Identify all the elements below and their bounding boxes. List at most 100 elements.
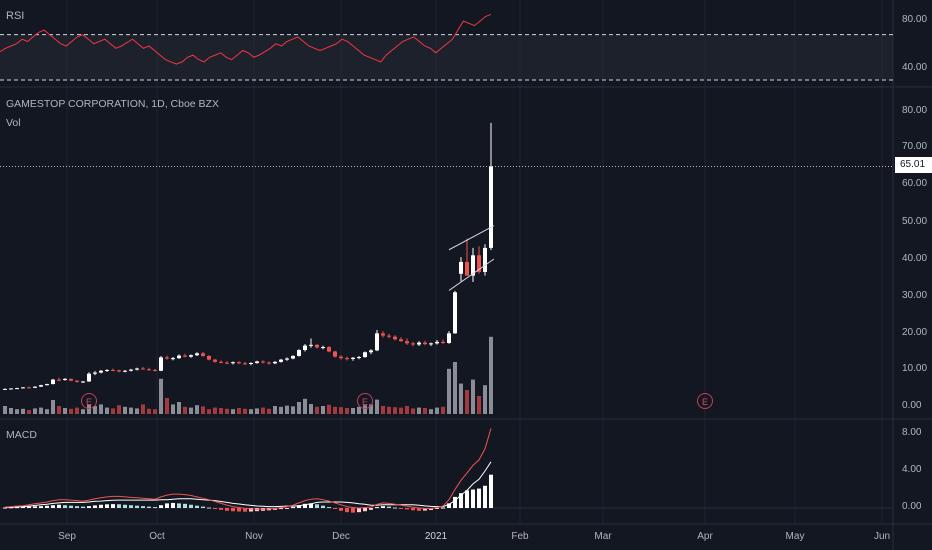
- candle-body: [63, 378, 67, 380]
- candle-body: [105, 370, 109, 371]
- volume-bar: [75, 407, 79, 414]
- volume-bar: [357, 406, 361, 414]
- volume-bar: [201, 406, 205, 414]
- volume-bar: [291, 406, 295, 414]
- volume-bar: [117, 405, 121, 414]
- macd-histogram-bar: [165, 503, 169, 508]
- candle-body: [375, 333, 379, 351]
- volume-bar: [159, 378, 163, 414]
- rsi-line: [0, 13, 492, 65]
- earnings-badge[interactable]: E: [81, 393, 97, 409]
- candle-body: [441, 341, 445, 343]
- candle-body: [87, 373, 91, 382]
- volume-bar: [393, 407, 397, 414]
- volume-bar: [21, 408, 25, 414]
- rsi-pane-label: RSI: [6, 10, 25, 22]
- candle-body: [243, 363, 247, 365]
- volume-bar: [129, 407, 133, 414]
- volume-bar: [489, 336, 493, 414]
- earnings-badge[interactable]: E: [697, 393, 713, 409]
- volume-bar: [369, 404, 373, 414]
- volume-bar: [345, 408, 349, 414]
- macd-histogram-bar: [291, 507, 295, 509]
- macd-histogram-bar: [243, 508, 247, 512]
- volume-label: Vol: [6, 117, 21, 129]
- macd-histogram-bar: [21, 506, 25, 508]
- macd-histogram-bar: [459, 493, 463, 508]
- volume-bar: [249, 409, 253, 414]
- candle-body: [267, 362, 271, 364]
- symbol-title: GAMESTOP CORPORATION, 1D, Cboe BZX: [6, 98, 219, 110]
- macd-histogram-bar: [183, 503, 187, 508]
- candle-body: [303, 345, 307, 351]
- macd-histogram-bar: [447, 503, 451, 508]
- time-axis-tick: Apr: [697, 531, 713, 542]
- macd-pane-label: MACD: [6, 429, 37, 441]
- volume-bar: [183, 406, 187, 414]
- volume-bar: [351, 408, 355, 414]
- macd-histogram-bar: [63, 505, 67, 508]
- macd-histogram-bar: [69, 505, 73, 508]
- price-axis-tick: 80.00: [902, 105, 928, 116]
- volume-bar: [99, 404, 103, 414]
- volume-bar: [429, 409, 433, 414]
- volume-bar: [273, 406, 277, 414]
- volume-bar: [309, 404, 313, 414]
- macd-histogram-bar: [159, 505, 163, 508]
- trendline-lower: [448, 258, 495, 291]
- price-axis-tick: 0.00: [902, 400, 922, 411]
- candle-body: [465, 261, 469, 276]
- candle-body: [291, 355, 295, 359]
- macd-histogram-bar: [351, 508, 355, 513]
- volume-bar: [321, 406, 325, 414]
- volume-bar: [453, 362, 457, 414]
- macd-histogram-bar: [303, 503, 307, 508]
- macd-histogram-bar: [477, 488, 481, 508]
- volume-bar: [465, 390, 469, 414]
- macd-histogram-bar: [465, 490, 469, 508]
- candle-body: [225, 362, 229, 364]
- macd-histogram-bar: [51, 505, 55, 508]
- macd-histogram-bar: [195, 505, 199, 508]
- volume-bar: [459, 383, 463, 414]
- time-axis-tick: Mar: [594, 531, 612, 542]
- macd-histogram-bar: [369, 508, 373, 510]
- candle-body: [15, 388, 19, 390]
- candle-body: [423, 342, 427, 345]
- volume-bar: [63, 408, 67, 414]
- macd-histogram-bar: [189, 504, 193, 508]
- price-axis-tick: 50.00: [902, 216, 928, 227]
- candle-body: [351, 357, 355, 359]
- candle-body: [345, 358, 349, 360]
- candle-body: [339, 356, 343, 359]
- volume-bar: [51, 400, 55, 414]
- candle-body: [447, 333, 451, 343]
- macd-histogram-bar: [207, 507, 211, 509]
- macd-histogram-bar: [399, 508, 403, 509]
- volume-bar: [177, 402, 181, 414]
- macd-histogram-bar: [375, 507, 379, 509]
- earnings-badge[interactable]: E: [357, 393, 373, 409]
- candle-body: [123, 370, 127, 372]
- trendline-upper: [448, 225, 495, 251]
- volume-bar: [297, 402, 301, 414]
- candle-body: [405, 341, 409, 344]
- candle-body: [219, 361, 223, 363]
- macd-histogram-bar: [249, 508, 253, 512]
- macd-histogram-bar: [27, 506, 31, 508]
- macd-histogram-bar: [285, 508, 289, 509]
- macd-histogram-bar: [123, 504, 127, 508]
- macd-histogram-bar: [315, 504, 319, 508]
- candle-body: [213, 359, 217, 362]
- candle-body: [153, 370, 157, 371]
- volume-bar: [57, 406, 61, 414]
- macd-histogram-bar: [39, 506, 43, 508]
- candle-body: [9, 388, 13, 390]
- macd-histogram-bar: [297, 505, 301, 508]
- candle-body: [171, 358, 175, 360]
- macd-histogram-bar: [99, 504, 103, 508]
- candle-body: [39, 385, 43, 387]
- candle-body: [3, 388, 7, 390]
- volume-bar: [237, 408, 241, 414]
